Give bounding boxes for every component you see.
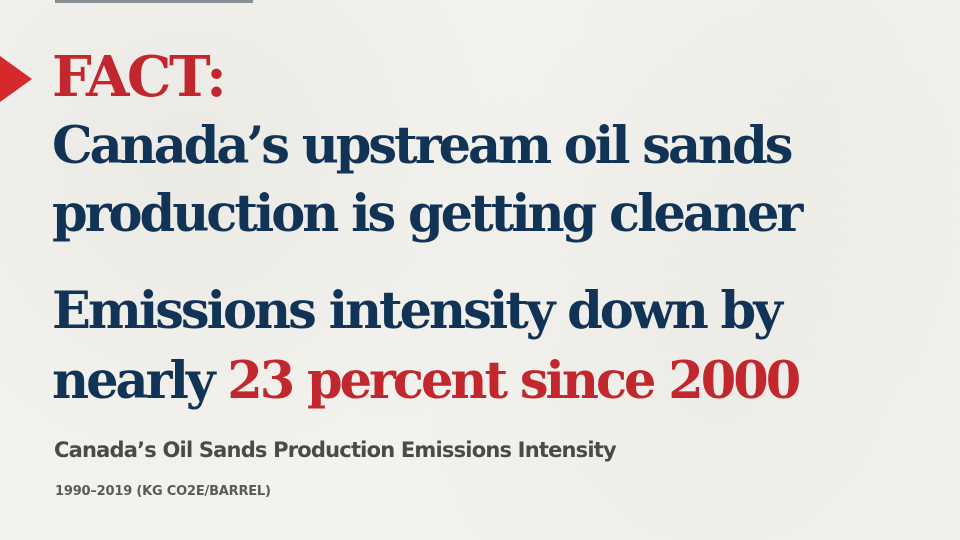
red-arrow-marker-icon xyxy=(0,56,32,102)
chart-subtitle: 1990–2019 (KG CO2E/BARREL) xyxy=(55,484,271,499)
fact-label: FACT: xyxy=(52,44,227,110)
statistic-prefix: nearly xyxy=(52,351,228,411)
headline-line-2: production is getting cleaner xyxy=(52,184,803,244)
chart-title: Canada’s Oil Sands Production Emissions … xyxy=(54,438,617,462)
statistic-line-1: Emissions intensity down by xyxy=(52,281,783,341)
statistic-callout: Emissions intensity down by nearly 23 pe… xyxy=(52,276,801,416)
headline-line-1: Canada’s upstream oil sands xyxy=(52,116,794,176)
statistic-highlight: 23 percent since 2000 xyxy=(227,351,801,411)
headline: Canada’s upstream oil sands production i… xyxy=(52,112,803,248)
statistic-line-2: nearly 23 percent since 2000 xyxy=(52,346,801,416)
top-rule-divider xyxy=(55,0,253,3)
